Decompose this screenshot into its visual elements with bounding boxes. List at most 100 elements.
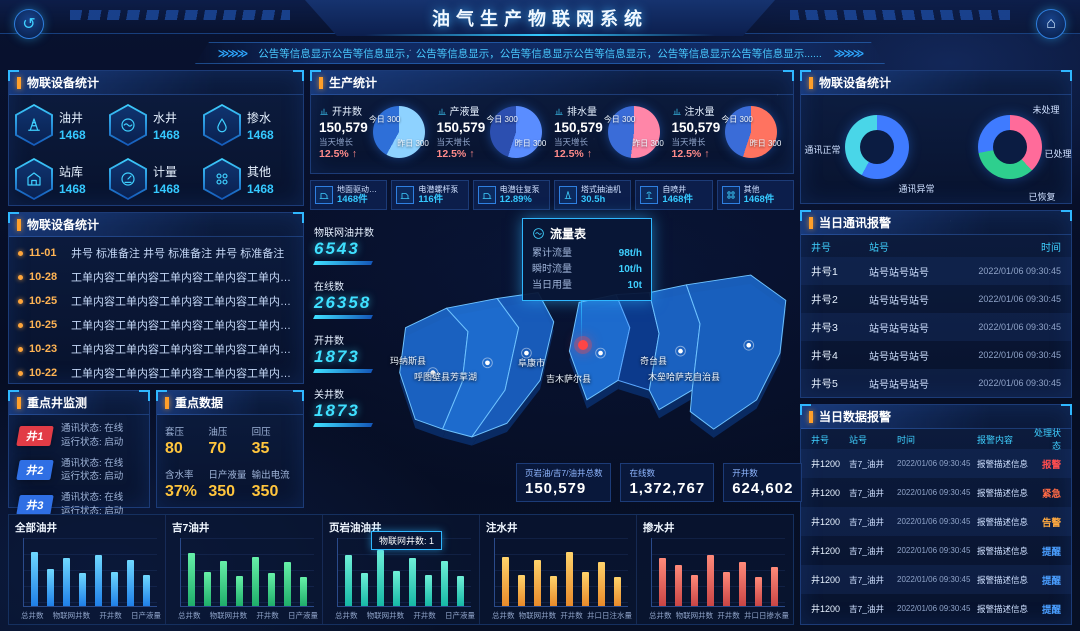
pump-stat-tower[interactable]: 塔式抽油机 30.5h (553, 180, 632, 210)
log-row[interactable]: 10-25 工单内容工单内容工单内容工单内容工单内容工单内容内 (9, 289, 303, 313)
pump-value: 1468件 (337, 194, 368, 206)
well-cell: 井号3 (811, 321, 838, 334)
data-alarm-row[interactable]: 井1200 吉7_油井 2022/01/06 09:30:45 报警描述信息 紧急 (801, 478, 1071, 507)
map-label: 奇台县 (640, 356, 668, 366)
map-total-stat: 页岩油/吉7/油井总数 150,579 (516, 463, 612, 502)
status-badge: 提醒 (1041, 575, 1061, 587)
pump-stat-other[interactable]: 其他 1468件 (716, 180, 794, 210)
home-button[interactable]: ⌂ (1036, 9, 1066, 39)
pump-stat-flowing-well[interactable]: 自喷井 1468件 (635, 180, 713, 210)
log-row[interactable]: 10-28 工单内容工单内容工单内容工单内容工单内容工单内容工 (9, 265, 303, 289)
content-cell: 报警描述信息 (977, 574, 1029, 585)
handle-status-donut-chart[interactable] (977, 115, 1042, 179)
device-stat-station[interactable]: 站库 1468 (15, 158, 109, 200)
pie-chart-injection[interactable]: 今日 300 昨日 300 (721, 105, 781, 158)
station-cell: 站号站号站号 (869, 351, 929, 363)
station-cell: 吉7_油井 (849, 516, 884, 527)
data-alarm-row[interactable]: 井1200 吉7_油井 2022/01/06 09:30:45 报警描述信息 提醒 (801, 565, 1071, 594)
hex-frame (203, 158, 241, 200)
comm-status-donut-block: 通讯正常 通讯异常 (805, 103, 935, 203)
device-stat-water-well[interactable]: 水井 1468 (109, 104, 203, 146)
key-metric: 输出电流 350 (252, 467, 295, 501)
data-alarm-row[interactable]: 井1200 吉7_油井 2022/01/06 09:30:45 报警描述信息 提醒 (801, 536, 1071, 565)
bullet-icon (18, 370, 23, 376)
alert-well-marker[interactable] (578, 340, 588, 350)
pump-icon (400, 193, 410, 199)
station-cell: 站号站号站号 (869, 379, 929, 391)
pump-icon (482, 193, 492, 199)
device-stat-other[interactable]: 其他 1468 (203, 158, 297, 200)
pie-chart-open-wells[interactable]: 今日 300 昨日 300 (369, 105, 429, 158)
chart-plot[interactable] (337, 538, 471, 607)
station-cell: 吉7_油井 (849, 458, 884, 469)
comm-status-donut-chart[interactable] (844, 115, 909, 179)
well-comm-status: 通讯状态: 在线 (61, 492, 124, 504)
comm-alarm-row[interactable]: 井号4 站号站号站号 2022/01/06 09:30:45 (801, 341, 1071, 369)
xinjiang-region-map[interactable] (378, 238, 788, 472)
pump-stat-esp-screw[interactable]: 电潜螺杆泵 116件 (391, 180, 469, 210)
log-text: 工单内容工单内容工单内容工单内容工单内容工单内容工 (71, 320, 294, 332)
announcement-text: 公告等信息显示公告等信息显示，公告等信息显示，公告等信息显示公告等信息显示，公告… (258, 47, 822, 60)
production-item-drainage[interactable]: 排水量 150,579 当天增长 12.5% ↑ 今日 300 昨日 300 (554, 103, 668, 160)
hex-frame (109, 104, 147, 146)
chart-plot[interactable] (494, 538, 628, 607)
comm-alarm-row[interactable]: 井号1 站号站号站号 2022/01/06 09:30:45 (801, 257, 1071, 285)
map-label: 阜康市 (518, 358, 546, 368)
bar-chart-mixwater-wells[interactable]: 掺水井 总井数 物联网井数 开井数 井口日掺水量 (636, 515, 793, 624)
log-text: 工单内容工单内容工单内容工单内容工单内容工单内容内 (71, 296, 294, 308)
key-well-row[interactable]: 井3 通讯状态: 在线 运行状态: 启动 (16, 491, 140, 519)
pump-stat-esp-recip[interactable]: 电潜往复泵 12.89% (472, 180, 550, 210)
side-stat-value: 6543 (314, 239, 360, 258)
chart-plot[interactable] (651, 538, 785, 607)
bar-chart-injection-wells[interactable]: 注水井 总井数 物联网井数 开井数 井口日注水量 (479, 515, 636, 624)
chart-x-labels: 总井数 物联网井数 开井数 日产液量 (335, 610, 475, 621)
pump-stat-ground-screw[interactable]: 地面驱动螺杆泵1468件 (310, 180, 388, 210)
chart-plot[interactable] (23, 538, 157, 607)
pump-value: 1468件 (662, 194, 693, 206)
metric-label: 含水率 (165, 470, 194, 481)
col-header: 报警内容 (977, 434, 1014, 445)
bar-chart-shale-wells[interactable]: 页岩油油井 物联网井数: 1 总井数 物联网井数 开井数 日产液量 (322, 515, 479, 624)
log-row[interactable]: 10-22 工单内容工单内容工单内容工单内容工单内容工单内容工 (9, 361, 303, 385)
pie-chart-liquid[interactable]: 今日 300 昨日 300 (486, 105, 546, 158)
production-item-liquid[interactable]: 产液量 150,579 当天增长 12.5% ↑ 今日 300 昨日 300 (437, 103, 551, 160)
production-item-open-wells[interactable]: 开井数 150,579 当天增长 12.5% ↑ 今日 300 昨日 300 (319, 103, 433, 160)
log-row[interactable]: 10-23 工单内容工单内容工单内容工单内容工单内容工单内容工 (9, 337, 303, 361)
log-row[interactable]: 10-25 工单内容工单内容工单内容工单内容工单内容工单内容工 (9, 313, 303, 337)
pie-today-label: 今日 300 (721, 114, 753, 124)
device-stat-water-mix[interactable]: 掺水 1468 (203, 104, 297, 146)
data-alarm-row[interactable]: 井1200 吉7_油井 2022/01/06 09:30:45 报警描述信息 提醒 (801, 594, 1071, 623)
col-header: 站号 (869, 242, 889, 254)
bar-chart-all-wells[interactable]: 全部油井 总井数 物联网井数 开井数 日产液量 (9, 515, 165, 624)
chart-plot[interactable] (180, 538, 314, 607)
data-alarm-row[interactable]: 井1200 吉7_油井 2022/01/06 09:30:45 报警描述信息 告警 (801, 507, 1071, 536)
flow-meter-tooltip: 流量表 累计流量 98t/h 瞬时流量 10t/h 当日用量 10t (522, 218, 652, 344)
device-stat-meter[interactable]: 计量 1468 (109, 158, 203, 200)
panel-key-wells: 重点井监测 井1 通讯状态: 在线 运行状态: 启动 井2 通讯状态: 在线 运行状… (8, 390, 150, 517)
well-cell: 井1200 (811, 517, 841, 527)
page-title: 油气生产物联网系统 (432, 9, 648, 29)
comm-alarm-row[interactable]: 井号3 站号站号站号 2022/01/06 09:30:45 (801, 313, 1071, 341)
comm-alarm-row[interactable]: 井号2 站号站号站号 2022/01/06 09:30:45 (801, 285, 1071, 313)
panel-header: 物联设备统计 (801, 71, 1071, 95)
panel-comm-alarms: 当日通讯报警 井号 站号 时间 井号1 站号站号站号 2022/01/06 09:3… (800, 210, 1072, 398)
log-row[interactable]: 11-01 井号 标准备注 井号 标准备注 井号 标准备注 (9, 241, 303, 265)
device-stat-oil-well[interactable]: 油井 1468 (15, 104, 109, 146)
key-well-row[interactable]: 井2 通讯状态: 在线 运行状态: 启动 (16, 457, 140, 485)
pie-chart-drainage[interactable]: 今日 300 昨日 300 (604, 105, 664, 158)
comm-alarm-row[interactable]: 井号5 站号站号站号 2022/01/06 09:30:45 (801, 369, 1071, 397)
panel-device-stats-right: 物联设备统计 通讯正常 通讯异常 未处理 已处理 已恢复 (800, 70, 1072, 204)
time-cell: 2022/01/06 09:30:45 (897, 459, 971, 468)
chart-title: 页岩油油井 (329, 522, 382, 534)
time-cell: 2022/01/06 09:30:45 (897, 517, 971, 526)
donut-label: 已处理 (1044, 149, 1072, 159)
panel-marker-icon (809, 216, 813, 229)
x-label: 日产液量 (130, 611, 161, 620)
production-item-injection[interactable]: 注水量 150,579 当天增长 12.5% ↑ 今日 300 昨日 300 (672, 103, 786, 160)
key-well-row[interactable]: 井1 通讯状态: 在线 运行状态: 启动 (16, 422, 140, 450)
back-button[interactable]: ↺ (14, 9, 44, 39)
bar-chart-ji7-wells[interactable]: 吉7油井 总井数 物联网井数 开井数 日产液量 (165, 515, 322, 624)
well-cell: 井1200 (811, 459, 841, 469)
data-alarm-row[interactable]: 井1200 吉7_油井 2022/01/06 09:30:45 报警描述信息 报警 (801, 449, 1071, 478)
pie-yesterday-label: 昨日 300 (514, 138, 547, 148)
